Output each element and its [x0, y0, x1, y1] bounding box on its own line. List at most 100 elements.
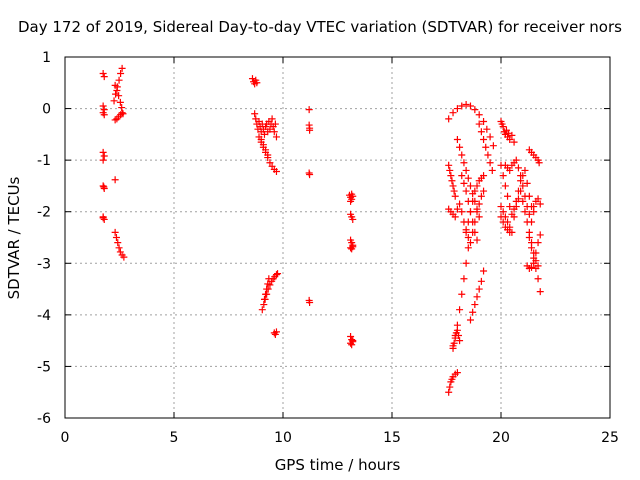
data-point	[348, 190, 356, 198]
series-t2_desc	[111, 81, 127, 118]
data-point	[525, 210, 533, 218]
data-point	[473, 236, 481, 244]
data-point	[112, 234, 120, 241]
data-point	[464, 244, 472, 252]
data-point	[116, 248, 124, 256]
chart-title: Day 172 of 2019, Sidereal Day-to-day VTE…	[18, 18, 622, 36]
data-point	[453, 326, 461, 334]
data-point	[100, 152, 108, 160]
x-tick-label: 20	[492, 430, 510, 446]
data-point	[259, 141, 267, 149]
data-point	[454, 331, 462, 339]
data-point	[349, 243, 357, 251]
data-point	[451, 213, 459, 221]
data-point	[536, 231, 544, 239]
data-point	[272, 133, 280, 141]
data-point	[482, 143, 490, 151]
series-t4_rise	[258, 270, 282, 314]
data-point	[475, 200, 483, 208]
data-point	[519, 197, 527, 205]
data-point	[306, 171, 314, 179]
data-point	[534, 195, 542, 203]
data-point	[480, 267, 488, 275]
y-tick-label: -1	[37, 153, 51, 169]
series-t3_cluster	[251, 110, 280, 141]
data-point	[464, 174, 472, 182]
series-t7_left	[445, 161, 459, 200]
data-points	[99, 64, 544, 396]
series-t7_right	[475, 120, 496, 174]
data-point	[523, 179, 531, 187]
data-point	[272, 271, 280, 279]
data-point	[266, 159, 274, 167]
x-axis-label: GPS time / hours	[274, 456, 401, 474]
data-point	[348, 341, 356, 349]
data-point	[451, 192, 459, 200]
series-t8_top	[497, 117, 518, 146]
data-point	[528, 244, 536, 252]
data-point	[477, 277, 485, 285]
data-point	[517, 187, 525, 195]
data-point	[456, 306, 464, 314]
data-point	[268, 115, 276, 123]
series-t6_b	[347, 210, 357, 223]
data-point	[99, 214, 107, 222]
data-point	[473, 182, 481, 190]
data-point	[456, 200, 464, 208]
data-point	[114, 239, 122, 247]
series-t3_top	[248, 75, 261, 88]
series-t6_c	[347, 236, 357, 253]
data-point	[458, 172, 466, 180]
data-point	[475, 111, 483, 119]
data-point	[466, 182, 474, 190]
data-point	[113, 87, 121, 95]
data-point	[462, 166, 470, 174]
series-t8_right	[525, 146, 543, 167]
grid	[65, 57, 610, 418]
data-point	[272, 328, 280, 336]
data-point	[462, 259, 470, 267]
data-point	[100, 183, 108, 191]
data-point	[272, 167, 280, 175]
data-point	[456, 337, 464, 345]
data-point	[265, 275, 273, 283]
data-point	[506, 136, 514, 144]
data-point	[535, 159, 543, 167]
data-point	[466, 239, 474, 247]
data-point	[480, 172, 488, 180]
data-point	[506, 228, 514, 236]
data-point	[115, 244, 123, 252]
data-point	[446, 166, 454, 174]
data-point	[512, 156, 520, 164]
data-point	[118, 64, 126, 72]
data-point	[469, 308, 477, 316]
data-point	[466, 102, 474, 110]
data-point	[264, 151, 272, 159]
data-point	[532, 264, 540, 272]
data-point	[462, 100, 470, 108]
data-point	[460, 275, 468, 283]
data-point	[484, 151, 492, 159]
data-point	[450, 339, 458, 347]
data-point	[469, 197, 477, 205]
data-point	[99, 102, 107, 110]
series-t1_mid	[99, 102, 108, 119]
data-point	[514, 195, 522, 203]
data-point	[458, 208, 466, 216]
data-point	[449, 182, 457, 190]
data-point	[530, 203, 538, 211]
data-point	[248, 75, 256, 83]
data-point	[517, 172, 525, 180]
data-point	[514, 164, 522, 172]
data-point	[306, 126, 314, 134]
data-point	[532, 249, 540, 257]
series-t8_down	[525, 234, 544, 296]
data-point	[100, 111, 108, 119]
data-point	[445, 388, 453, 396]
data-point	[111, 228, 119, 236]
data-point	[456, 143, 464, 151]
data-point	[486, 159, 494, 167]
data-point	[449, 109, 457, 117]
data-point	[534, 239, 542, 247]
data-point	[499, 218, 507, 226]
